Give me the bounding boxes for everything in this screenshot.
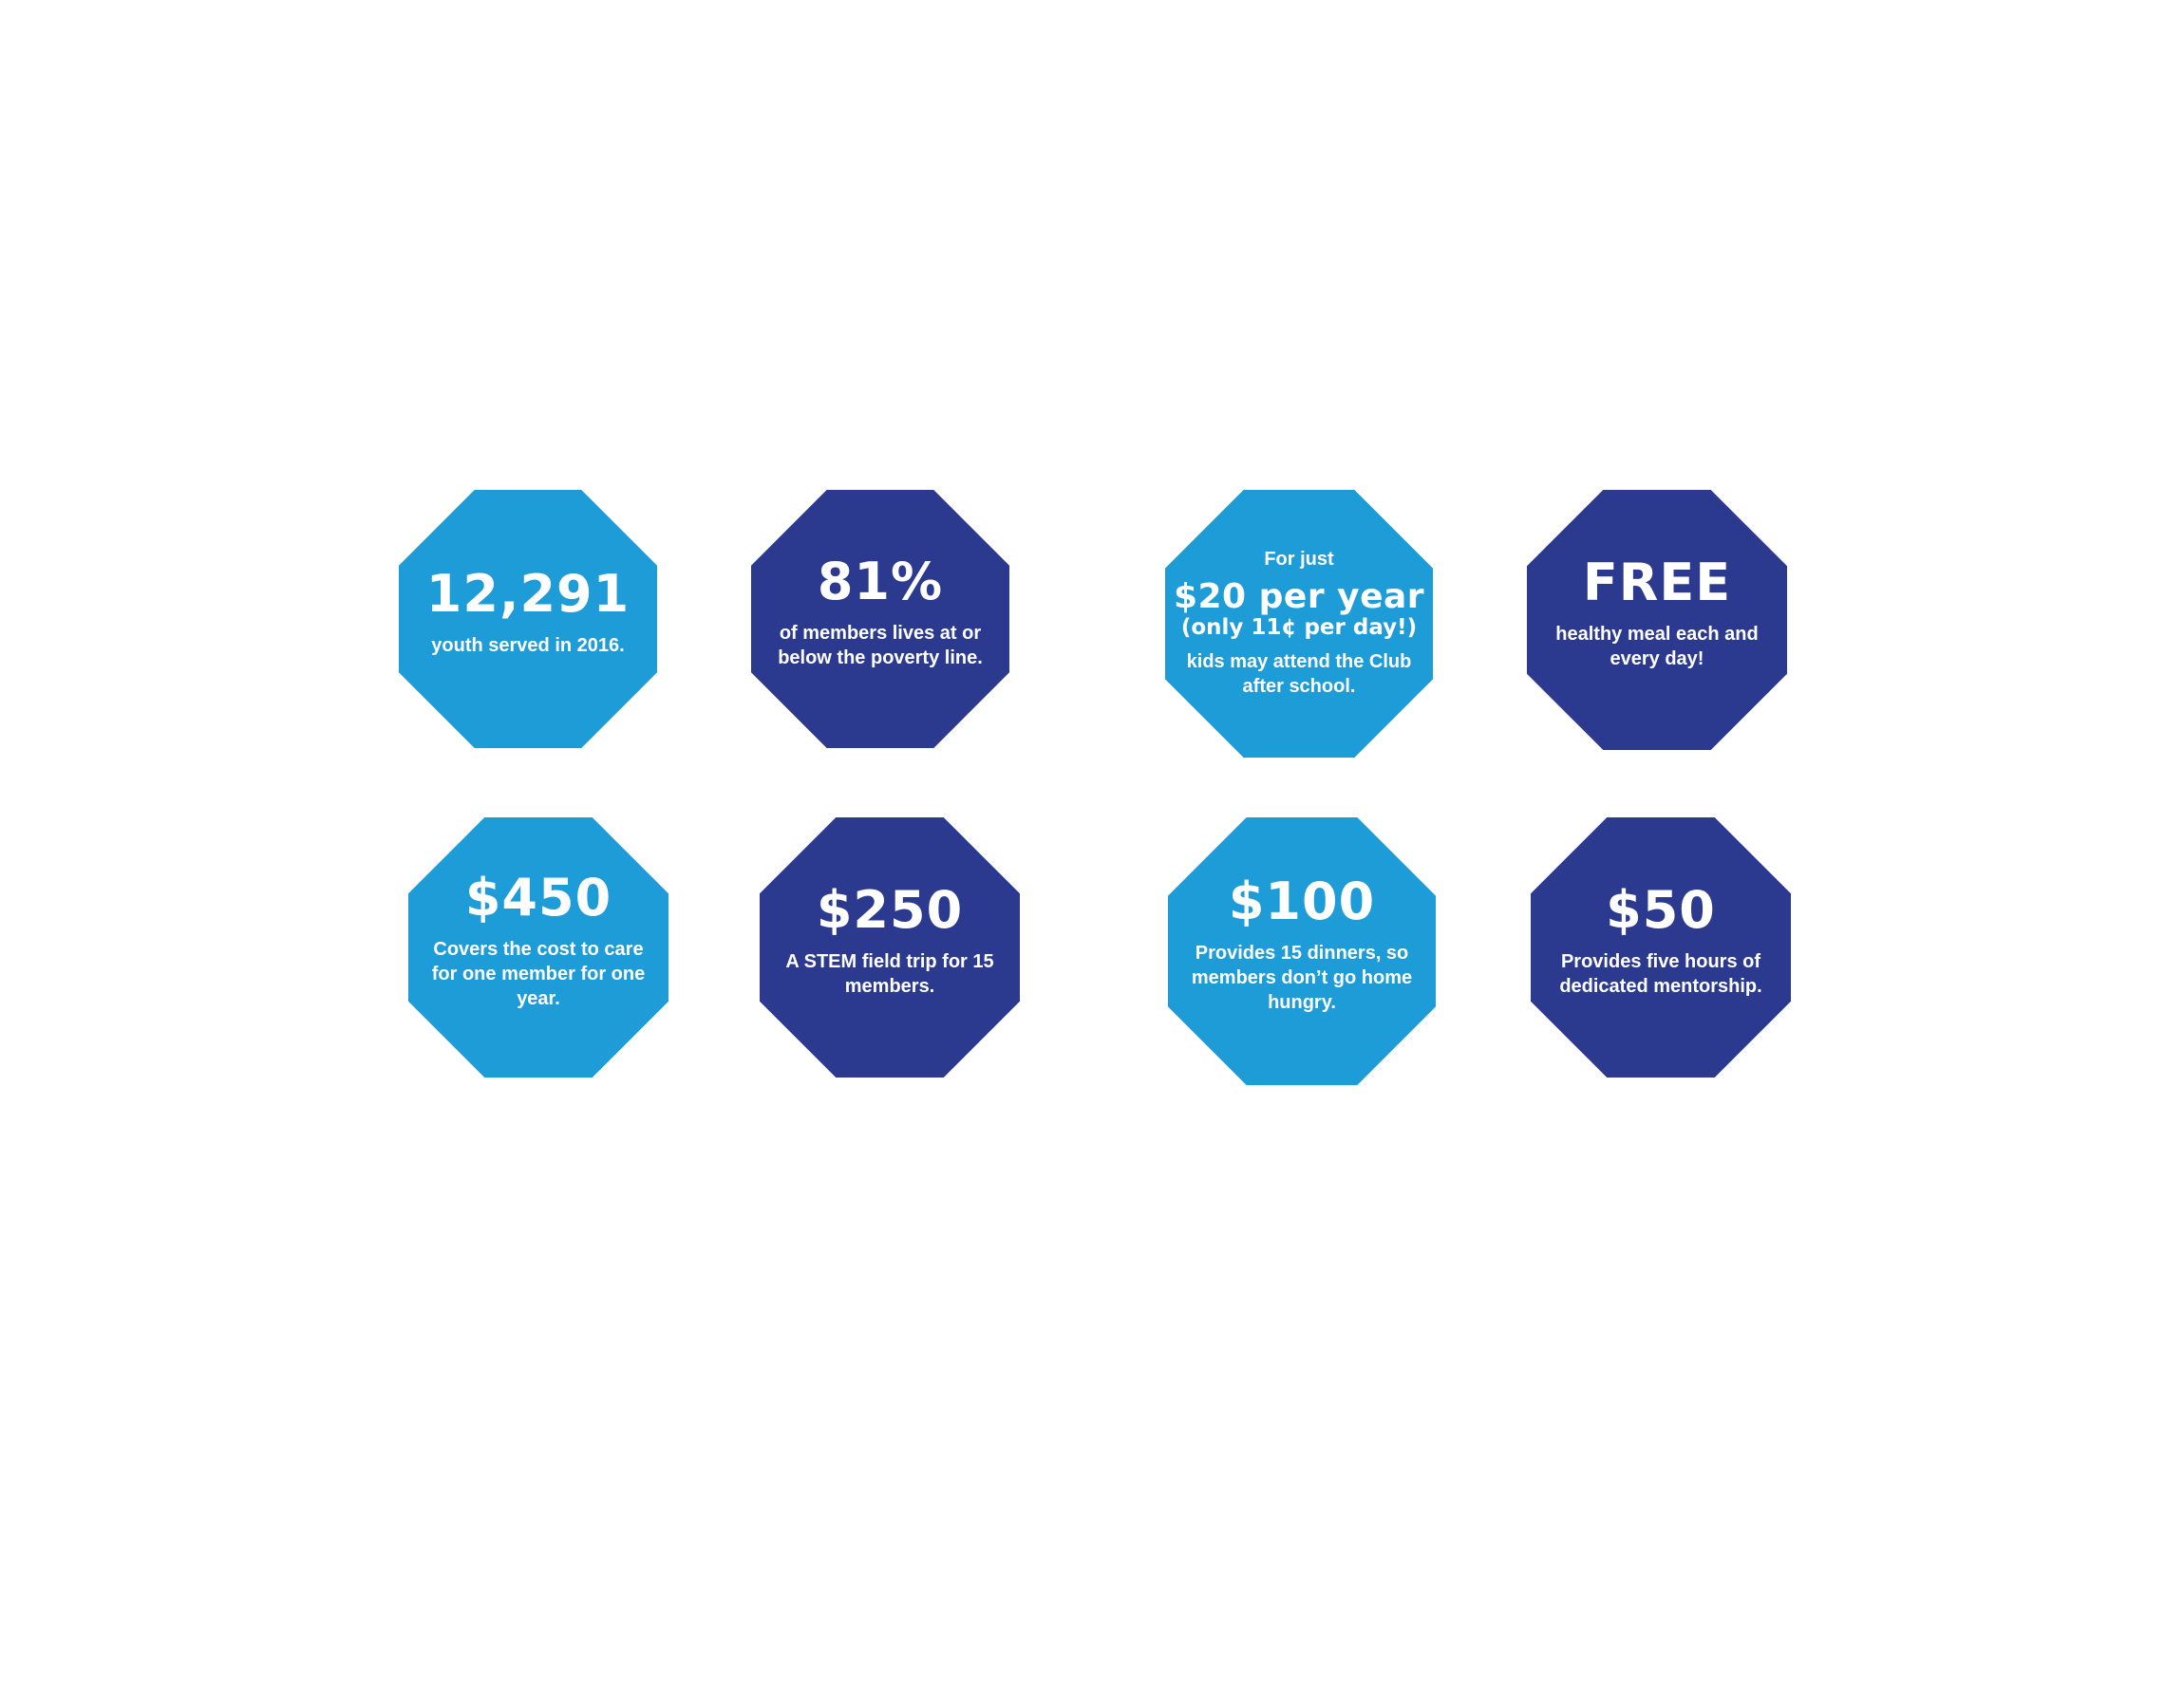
stat-content: $50 Provides five hours of dedicated men… (1559, 885, 1761, 999)
stat-octagon-poverty-line: 81% of members lives at or below the pov… (751, 490, 1009, 748)
stat-content: For just $20 per year (only 11¢ per day!… (1174, 549, 1424, 699)
stat-body: healthy meal each and every day! (1555, 624, 1759, 669)
stat-headline: $250 (816, 880, 964, 940)
stat-content: $250 A STEM field trip for 15 members. (785, 885, 993, 999)
stat-body: of members lives at or below the poverty… (778, 623, 983, 668)
stat-headline: 12,291 (425, 564, 631, 624)
stat-content: $450 Covers the cost to care for one mem… (432, 872, 645, 1011)
stat-preline: For just (1264, 548, 1334, 570)
stat-headline: $450 (464, 868, 612, 928)
stat-headline: FREE (1582, 553, 1732, 612)
stat-octagon-youth-served: 12,291 youth served in 2016. (399, 490, 657, 748)
stat-headline: 81% (817, 552, 944, 611)
stat-body: Covers the cost to care for one member f… (431, 939, 646, 1009)
stat-octagon-50: $50 Provides five hours of dedicated men… (1531, 817, 1791, 1078)
stat-content: $100 Provides 15 dinners, so members don… (1192, 876, 1412, 1015)
stat-body: A STEM field trip for 15 members. (785, 951, 994, 997)
stat-content: FREE healthy meal each and every day! (1555, 557, 1758, 671)
stat-content: 12,291 youth served in 2016. (426, 569, 630, 658)
stat-headline: $50 (1606, 880, 1716, 940)
stat-body: kids may attend the Club after school. (1186, 651, 1412, 698)
stat-headline: $100 (1228, 872, 1376, 931)
stat-content: 81% of members lives at or below the pov… (778, 556, 983, 670)
stat-body: youth served in 2016. (431, 635, 625, 656)
stat-body: Provides 15 dinners, so members don’t go… (1191, 943, 1413, 1013)
stat-body: Provides five hours of dedicated mentors… (1559, 951, 1762, 997)
stat-octagon-free-meal: FREE healthy meal each and every day! (1527, 490, 1787, 750)
stat-octagon-20-per-year: For just $20 per year (only 11¢ per day!… (1165, 490, 1433, 758)
stat-octagon-250: $250 A STEM field trip for 15 members. (760, 817, 1020, 1078)
stat-octagon-450: $450 Covers the cost to care for one mem… (408, 817, 668, 1078)
stat-subheadline: (only 11¢ per day!) (1180, 614, 1418, 640)
stat-octagon-100: $100 Provides 15 dinners, so members don… (1168, 817, 1436, 1085)
stat-headline: $20 per year (1173, 576, 1425, 616)
